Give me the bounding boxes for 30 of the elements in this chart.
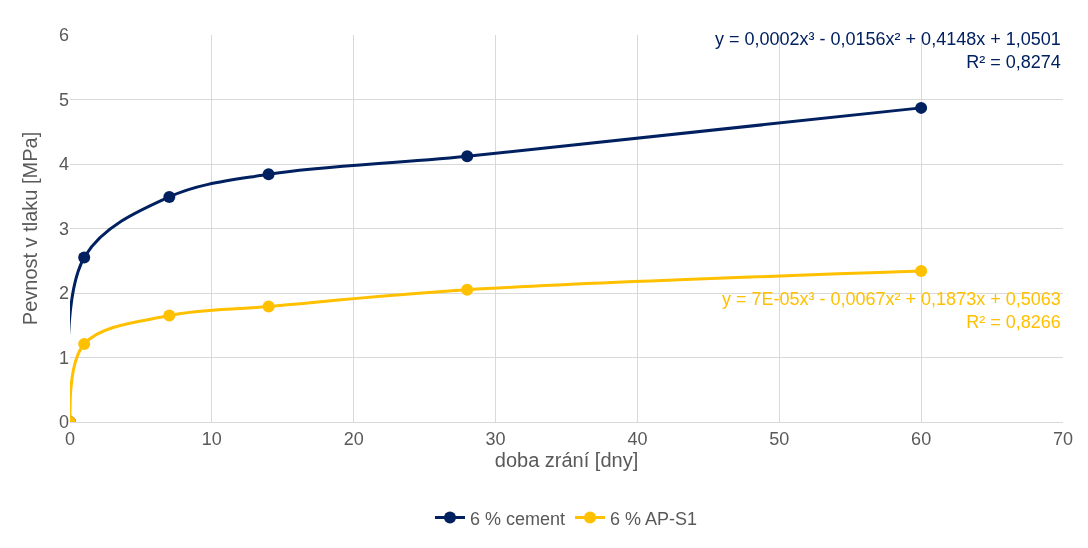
y-tick-label: 3: [58, 218, 69, 239]
point: [78, 251, 91, 264]
point: [163, 190, 176, 203]
y-tick-label: 5: [58, 89, 69, 110]
annotation: y = 7E-05x³ - 0,0067x² + 0,1873x + 0,5063 R² = 0,8266: [722, 289, 1061, 333]
y-tick-label: 6: [58, 25, 69, 46]
point: [163, 309, 176, 322]
x-tick-label: 70: [1052, 428, 1074, 449]
point: [78, 337, 91, 350]
point: [262, 300, 275, 313]
y-tick-label: 0: [58, 412, 69, 433]
y-tick-label: 1: [58, 347, 69, 368]
legend-label: 6 % cement: [470, 508, 566, 529]
point: [915, 265, 928, 278]
annotation: y = 0,0002x³ - 0,0156x² + 0,4148x + 1,0501 R² = 0,8274: [715, 29, 1061, 73]
x-tick-label: 20: [343, 428, 364, 449]
y-tick-label: 4: [58, 154, 69, 175]
x-tick-label: 10: [201, 428, 222, 449]
x-tick-label: 50: [769, 428, 790, 449]
point: [461, 283, 474, 296]
x-axis-title: doba zrání [dny]: [494, 449, 639, 472]
y-axis-title: Pevnost v tlaku [MPa]: [19, 131, 42, 326]
point: [915, 101, 928, 114]
point: [262, 168, 275, 181]
x-tick-label: 30: [485, 428, 506, 449]
legend-label: 6 % AP-S1: [610, 508, 698, 529]
point: [461, 150, 474, 163]
x-tick-label: 40: [627, 428, 648, 449]
x-tick-label: 60: [911, 428, 932, 449]
y-tick-label: 2: [58, 283, 69, 304]
